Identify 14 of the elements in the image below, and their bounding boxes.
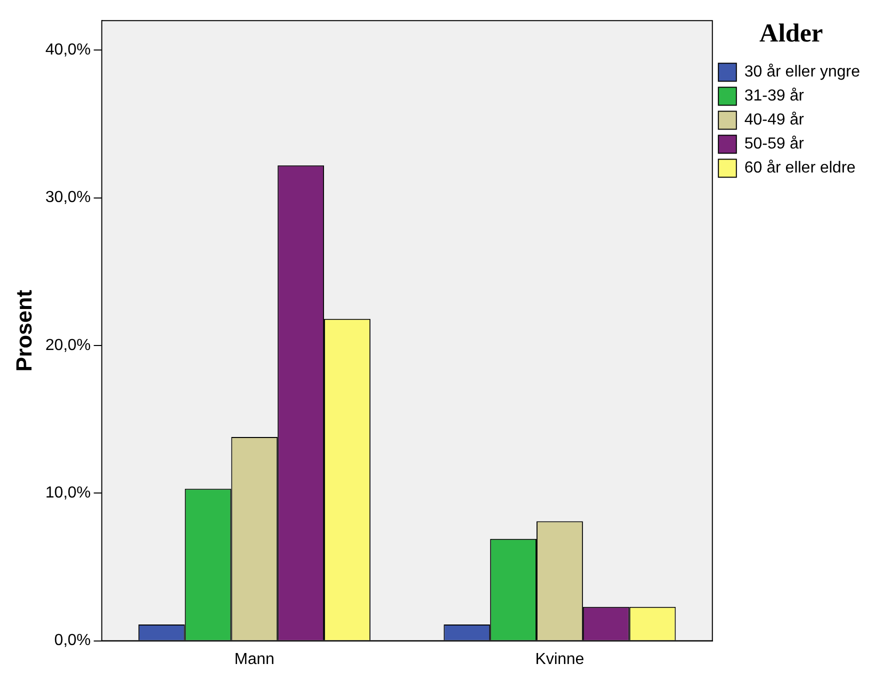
legend-label: 40-49 år [744, 112, 805, 129]
x-tick-label: Kvinne [535, 650, 584, 668]
y-tick-label: 20,0% [45, 336, 91, 354]
y-tick-label: 30,0% [45, 189, 91, 206]
legend-label: 31-39 år [744, 88, 805, 105]
legend-title: Alder [759, 18, 823, 48]
legend-label: 30 år eller yngre [744, 64, 860, 81]
legend-label: 50-59 år [744, 136, 805, 153]
y-axis-title: Prosent [11, 289, 36, 372]
y-tick-label: 10,0% [45, 484, 91, 502]
legend-label: 60 år eller eldre [744, 160, 856, 177]
y-tick-label: 40,0% [45, 42, 91, 59]
x-tick-label: Mann [234, 650, 274, 668]
y-tick-label: 0,0% [54, 632, 91, 650]
